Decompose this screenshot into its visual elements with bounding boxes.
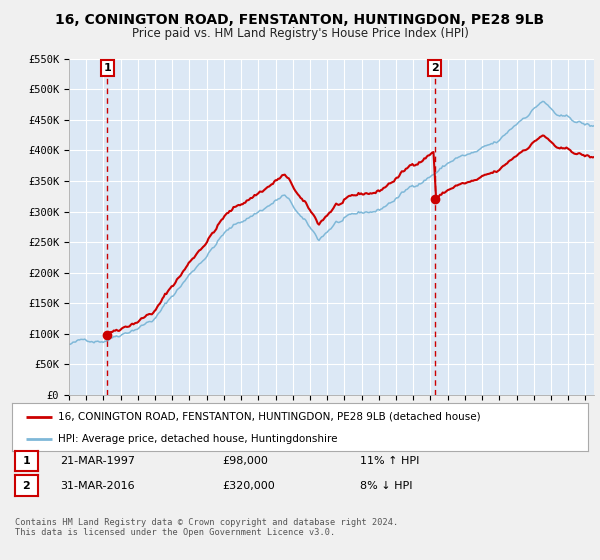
Text: 8% ↓ HPI: 8% ↓ HPI: [360, 480, 413, 491]
Text: 31-MAR-2016: 31-MAR-2016: [60, 480, 134, 491]
Text: HPI: Average price, detached house, Huntingdonshire: HPI: Average price, detached house, Hunt…: [58, 434, 338, 444]
Text: £98,000: £98,000: [222, 456, 268, 466]
Text: Price paid vs. HM Land Registry's House Price Index (HPI): Price paid vs. HM Land Registry's House …: [131, 27, 469, 40]
Text: 21-MAR-1997: 21-MAR-1997: [60, 456, 135, 466]
Text: 11% ↑ HPI: 11% ↑ HPI: [360, 456, 419, 466]
Text: 16, CONINGTON ROAD, FENSTANTON, HUNTINGDON, PE28 9LB: 16, CONINGTON ROAD, FENSTANTON, HUNTINGD…: [55, 13, 545, 27]
Text: 2: 2: [431, 63, 439, 73]
Text: 1: 1: [23, 456, 30, 466]
Text: 1: 1: [103, 63, 111, 73]
Text: 2: 2: [23, 480, 30, 491]
Text: 16, CONINGTON ROAD, FENSTANTON, HUNTINGDON, PE28 9LB (detached house): 16, CONINGTON ROAD, FENSTANTON, HUNTINGD…: [58, 412, 481, 422]
Text: Contains HM Land Registry data © Crown copyright and database right 2024.
This d: Contains HM Land Registry data © Crown c…: [15, 518, 398, 538]
Text: £320,000: £320,000: [222, 480, 275, 491]
